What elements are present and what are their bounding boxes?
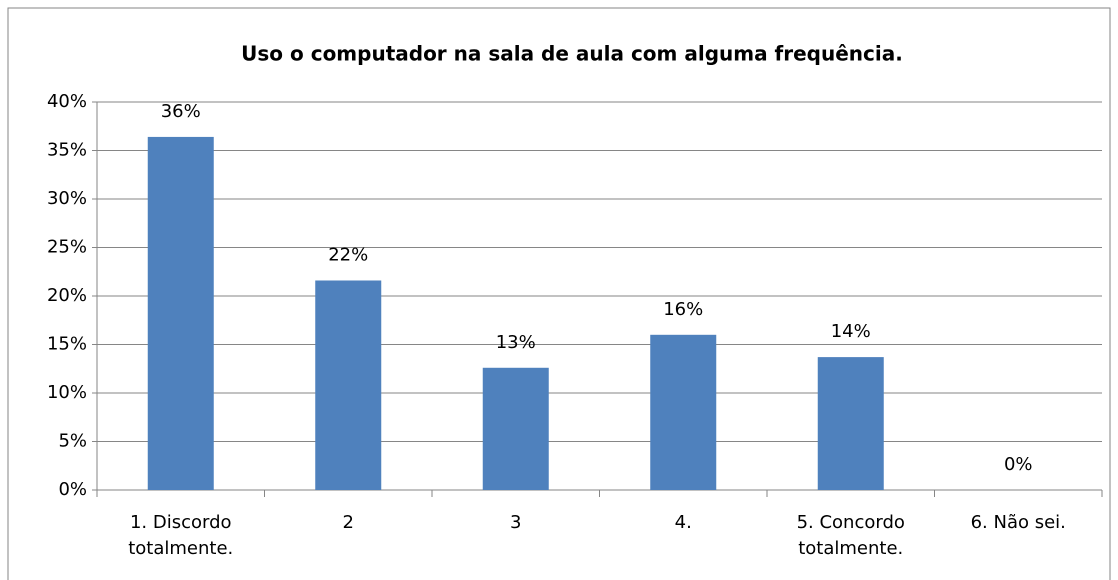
y-tick-label: 10% — [47, 382, 87, 403]
x-tick-label: 6. Não sei. — [970, 512, 1066, 533]
data-label: 13% — [496, 332, 536, 353]
y-tick-label: 25% — [47, 237, 87, 258]
x-tick-label: 3 — [510, 512, 522, 533]
data-label: 14% — [831, 321, 871, 342]
data-label: 22% — [328, 244, 368, 265]
bar — [817, 357, 884, 490]
data-label: 0% — [1004, 454, 1033, 475]
x-tick-label: 5. Concordo totalmente. — [796, 512, 905, 559]
data-label: 36% — [161, 101, 201, 122]
data-label: 16% — [663, 299, 703, 320]
y-tick-label: 35% — [47, 140, 87, 161]
bar — [147, 136, 214, 491]
y-tick-label: 5% — [58, 431, 87, 452]
y-tick-label: 20% — [47, 285, 87, 306]
y-tick-label: 40% — [47, 91, 87, 112]
x-tick-label: 4. — [674, 512, 692, 533]
x-tick-label: 1. Discordo totalmente. — [128, 512, 234, 559]
x-tick-label: 2 — [342, 512, 354, 533]
chart-title: Uso o computador na sala de aula com alg… — [241, 42, 903, 66]
bar — [482, 367, 549, 490]
y-tick-label: 30% — [47, 188, 87, 209]
bar — [650, 334, 717, 490]
y-tick-label: 15% — [47, 334, 87, 355]
bar — [315, 280, 382, 490]
y-tick-label: 0% — [58, 479, 87, 500]
